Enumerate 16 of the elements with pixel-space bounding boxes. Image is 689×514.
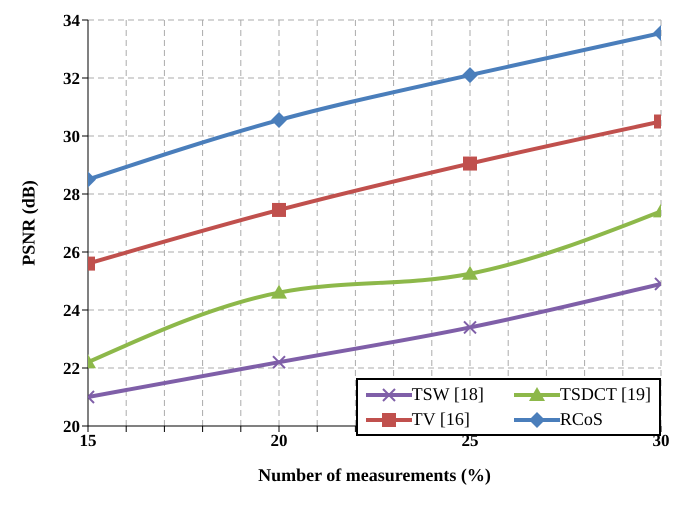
y-tick-label: 32 [63, 69, 80, 88]
y-tick-label: 20 [63, 417, 80, 436]
y-tick-label: 30 [63, 127, 80, 146]
legend-label: TV [16] [412, 409, 470, 430]
y-axis-title: PSNR (dB) [18, 180, 38, 266]
y-tick-label: 28 [63, 185, 80, 204]
x-tick-label: 20 [270, 431, 288, 450]
y-tick-label: 24 [63, 301, 80, 320]
legend-label: RCoS [560, 409, 603, 430]
legend-label: TSW [18] [412, 384, 484, 405]
x-tick-label: 15 [80, 431, 96, 450]
y-tick-label: 22 [63, 359, 80, 378]
legend-label: TSDCT [19] [560, 384, 651, 405]
x-axis-title: Number of measurements (%) [258, 465, 491, 485]
y-tick-label: 34 [63, 11, 80, 30]
y-tick-label: 26 [63, 243, 80, 262]
